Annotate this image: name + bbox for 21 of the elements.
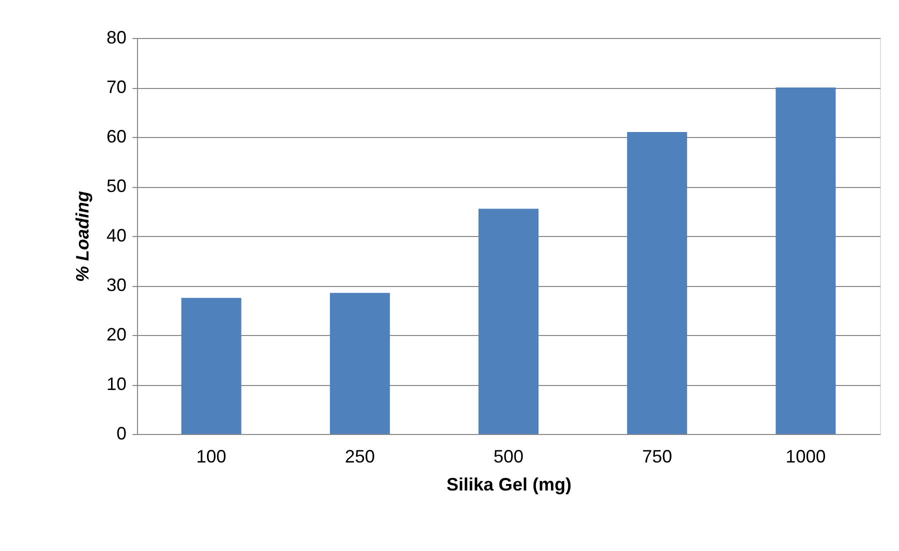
y-tick-label: 70 [106, 77, 126, 97]
x-tick-label: 250 [344, 446, 375, 466]
x-tick-label: 1000 [786, 446, 826, 466]
y-axis-title: % Loading [72, 191, 92, 282]
y-tick-label: 10 [106, 374, 126, 394]
y-tick-label: 20 [106, 324, 126, 344]
x-tick-label: 500 [493, 446, 524, 466]
y-tick-label: 60 [106, 126, 126, 146]
bar [181, 298, 242, 434]
bar [776, 88, 836, 434]
y-tick-label: 40 [106, 226, 126, 246]
y-tick-label: 0 [116, 424, 126, 444]
bar [478, 208, 538, 434]
y-tick-label: 30 [106, 275, 126, 295]
bar [330, 292, 390, 434]
bar [627, 132, 688, 434]
y-tick-label: 50 [106, 176, 126, 196]
y-tick-label: 80 [106, 28, 126, 48]
x-axis-title: Silika Gel (mg) [446, 474, 572, 494]
x-tick-label: 100 [196, 446, 226, 466]
x-tick-label: 750 [642, 446, 672, 466]
